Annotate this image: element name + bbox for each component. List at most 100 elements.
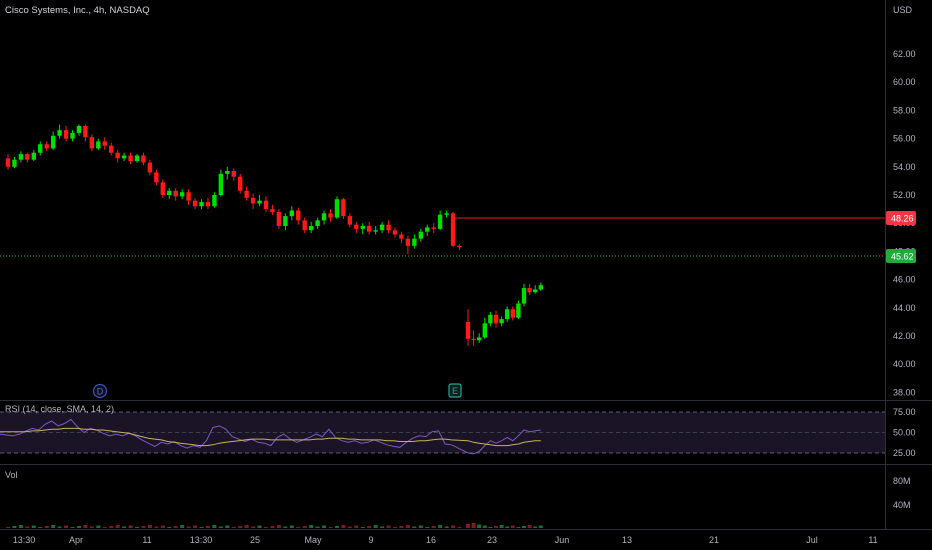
candle xyxy=(373,226,378,235)
candle xyxy=(115,149,120,163)
volume-bar xyxy=(283,526,288,528)
currency-label: USD xyxy=(893,5,913,15)
volume-bar xyxy=(510,525,515,528)
candle xyxy=(477,333,482,344)
candle xyxy=(418,228,423,242)
candle xyxy=(263,196,269,212)
candle xyxy=(44,141,49,152)
volume-bar xyxy=(354,525,359,528)
volume-bar xyxy=(334,526,339,528)
candle xyxy=(457,244,462,250)
volume-bar xyxy=(135,527,139,528)
candle xyxy=(516,300,521,320)
candle xyxy=(257,195,262,207)
volume-bar xyxy=(367,526,372,528)
price-tick-label: 38.00 xyxy=(893,387,916,397)
candle xyxy=(412,234,417,249)
volume-bar xyxy=(128,525,133,528)
time-tick-label: May xyxy=(304,535,322,545)
candle xyxy=(386,220,391,234)
volume-bar xyxy=(141,526,146,528)
time-tick-label: Jul xyxy=(806,535,818,545)
candle xyxy=(392,227,398,238)
volume-bar xyxy=(393,527,397,528)
candle xyxy=(538,282,543,291)
candle xyxy=(218,169,224,197)
volume-bar xyxy=(199,527,204,528)
candle xyxy=(38,141,43,156)
volume-bar xyxy=(51,525,56,528)
volume-bar xyxy=(380,526,385,528)
candle xyxy=(341,197,346,219)
time-tick-label: 16 xyxy=(426,535,436,545)
candle xyxy=(225,166,230,180)
volume-bar xyxy=(109,526,114,528)
candle xyxy=(276,209,282,229)
candle xyxy=(147,159,153,176)
candle xyxy=(527,283,532,296)
rsi-ma-line xyxy=(0,427,541,447)
candle xyxy=(25,152,30,163)
candle xyxy=(302,217,307,234)
volume-bar xyxy=(25,526,30,528)
candle xyxy=(70,130,75,142)
volume-bar xyxy=(18,525,23,528)
volume-bar xyxy=(64,525,69,528)
candle xyxy=(50,131,56,150)
rsi-line xyxy=(0,418,541,455)
time-tick-label: 23 xyxy=(487,535,497,545)
volume-bar xyxy=(251,526,256,528)
candle xyxy=(328,209,333,222)
volume-bar xyxy=(238,526,243,528)
candle xyxy=(521,283,527,307)
volume-bar xyxy=(431,526,436,528)
volume-bar xyxy=(264,527,268,528)
candle xyxy=(360,223,365,235)
time-tick-label: 13:30 xyxy=(13,535,36,545)
volume-bar xyxy=(44,526,49,528)
volume-bar xyxy=(167,527,172,528)
prev-close-badge xyxy=(886,211,916,225)
last-price-badge-text: 45.62 xyxy=(891,252,914,262)
volume-bar xyxy=(533,526,538,528)
price-tick-label: 56.00 xyxy=(893,134,916,144)
candle xyxy=(141,152,146,166)
candle xyxy=(244,186,249,201)
candle xyxy=(199,199,204,210)
volume-bar xyxy=(412,526,417,528)
candle xyxy=(76,124,82,136)
volume-bar xyxy=(89,526,94,528)
price-tick-label: 40.00 xyxy=(893,359,916,369)
volume-bar xyxy=(399,526,404,528)
candle xyxy=(173,187,178,201)
volume-bar xyxy=(12,526,17,528)
candle xyxy=(289,206,294,221)
candle xyxy=(379,221,385,234)
volume-bar xyxy=(186,526,191,528)
time-tick-label: Jun xyxy=(555,535,570,545)
price-tick-label: 46.00 xyxy=(893,275,916,285)
time-tick-label: 25 xyxy=(250,535,260,545)
candle xyxy=(167,187,172,200)
volume-bar xyxy=(457,527,462,528)
time-tick-label: 21 xyxy=(709,535,719,545)
volume-bar xyxy=(373,525,378,528)
volume-bar xyxy=(218,526,223,528)
volume-bar xyxy=(160,525,165,528)
volume-bar xyxy=(347,526,352,528)
candle xyxy=(63,125,69,142)
volume-bar xyxy=(341,525,346,528)
dividend-marker[interactable]: D xyxy=(92,383,108,399)
volume-bar xyxy=(193,525,198,528)
volume-tick-label: 80M xyxy=(893,476,911,486)
candle xyxy=(134,154,140,163)
candle xyxy=(18,151,24,163)
volume-bar xyxy=(488,527,493,528)
earnings-marker[interactable]: E xyxy=(448,383,462,398)
last-price-badge xyxy=(886,249,916,263)
volume-bar xyxy=(31,525,36,528)
chart-title: Cisco Systems, Inc., 4h, NASDAQ xyxy=(5,5,150,16)
candle xyxy=(96,138,101,150)
candle xyxy=(128,152,133,164)
